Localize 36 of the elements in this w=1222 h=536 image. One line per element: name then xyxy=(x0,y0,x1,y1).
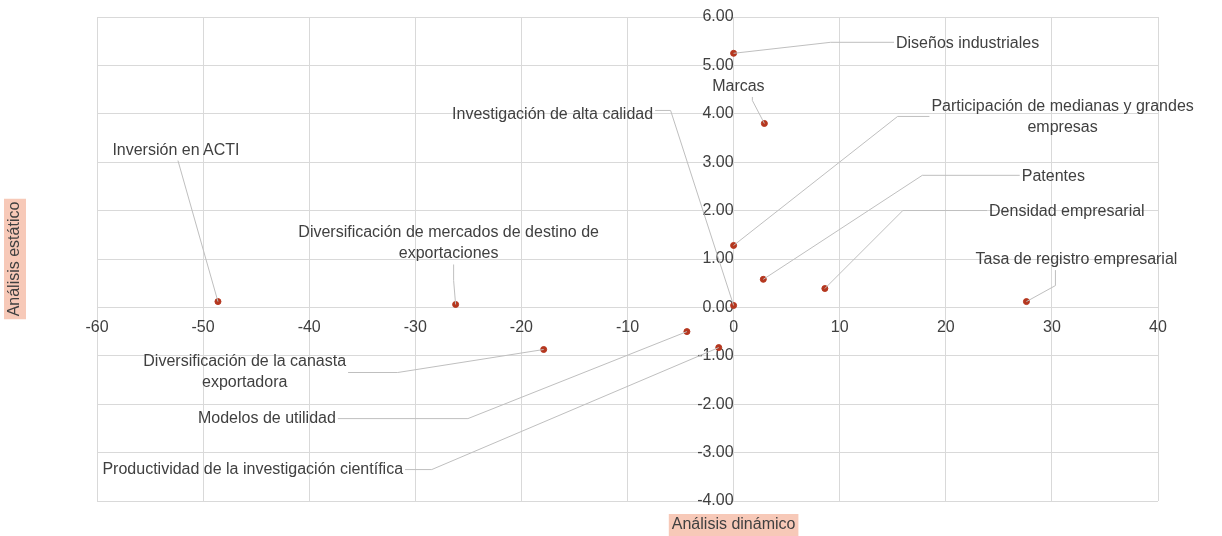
annotation: Marcas xyxy=(712,76,765,94)
y-tick-label: -2.00 xyxy=(697,394,734,412)
y-tick-label: 4.00 xyxy=(702,104,734,122)
x-tick-label: -20 xyxy=(509,317,534,335)
annotation: Diversificación de mercados de destino de exportaciones xyxy=(298,223,600,262)
x-tick-label: 0 xyxy=(729,317,739,335)
x-tick-label: -10 xyxy=(615,317,640,335)
y-tick-label: 1.00 xyxy=(702,249,734,267)
y-tick-label: -4.00 xyxy=(697,491,734,509)
y-tick-label: 0.00 xyxy=(702,297,734,315)
annotation: Modelos de utilidad xyxy=(197,409,336,427)
annotation: Productividad de la investigación científica xyxy=(102,459,404,477)
annotation: Densidad empresarial xyxy=(989,201,1145,219)
x-tick-label: 30 xyxy=(1043,317,1061,335)
x-tick-label: -60 xyxy=(85,317,109,335)
y-tick-label: 2.00 xyxy=(702,201,734,219)
y-axis-title: Análisis estático xyxy=(5,201,23,317)
x-tick-label: 20 xyxy=(936,317,955,335)
annotation: Participación de medianas y grandes empresas xyxy=(931,97,1194,136)
x-axis-title: Análisis dinámico xyxy=(671,515,796,533)
x-tick-label: -40 xyxy=(297,317,321,335)
y-tick-label: 3.00 xyxy=(702,152,734,170)
y-tick-label: -1.00 xyxy=(697,346,734,364)
annotation: Diseños industriales xyxy=(896,33,1040,51)
x-tick-label: 40 xyxy=(1149,317,1167,335)
annotation: Inversión en ACTI xyxy=(112,141,240,158)
y-tick-label: 6.00 xyxy=(702,7,734,25)
y-tick-label: 5.00 xyxy=(702,55,734,73)
annotation: Tasa de registro empresarial xyxy=(975,250,1178,267)
y-tick-label: -3.00 xyxy=(697,443,734,461)
x-tick-label: 10 xyxy=(830,317,849,335)
x-tick-label: -50 xyxy=(191,317,215,335)
x-tick-label: -30 xyxy=(403,317,427,335)
annotation: Diversificación de la canasta exportadora xyxy=(143,352,347,391)
annotation: Investigación de alta calidad xyxy=(452,104,654,122)
annotation: Patentes xyxy=(1021,166,1085,184)
